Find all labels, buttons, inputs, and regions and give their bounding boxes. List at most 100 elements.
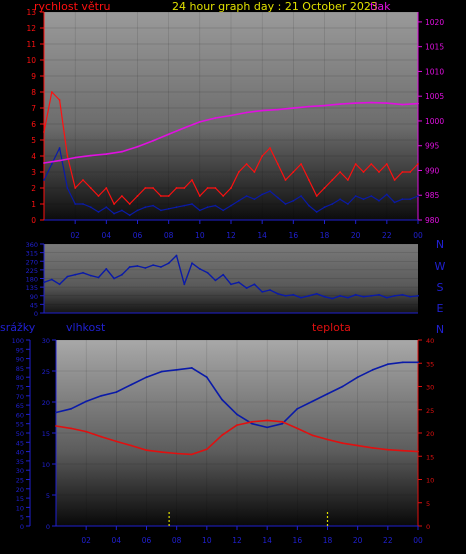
series-wind_avg-point (385, 193, 388, 196)
series-wind_gust-point (105, 187, 108, 189)
series-pressure-point (58, 159, 61, 162)
series-wind_avg-point (261, 193, 264, 196)
series-direction-point (175, 254, 178, 257)
rain-tick-label: 15 (16, 495, 24, 503)
wind-x-tick-label: 10 (195, 231, 205, 240)
series-direction-point (214, 279, 217, 282)
series-direction-point (183, 283, 186, 286)
series-humidity-point (236, 413, 238, 416)
series-direction-point (269, 289, 271, 291)
series-humidity-point (281, 422, 284, 425)
series-wind_gust-point (128, 203, 131, 205)
direction-tick-label: 0 (34, 310, 38, 318)
series-temperature-point (130, 444, 133, 447)
series-wind_gust-point (409, 171, 412, 173)
series-wind_gust-point (261, 155, 264, 157)
series-wind_gust-point (175, 187, 178, 189)
series-temperature-point (236, 424, 238, 426)
wind-tick-label: 7 (31, 104, 36, 113)
series-wind_avg-point (253, 198, 256, 201)
pressure-label: tlak (370, 0, 391, 13)
series-direction-point (253, 283, 256, 286)
series-wind_gust-point (198, 195, 201, 197)
series-temperature-point (266, 419, 269, 422)
series-wind_gust-point (136, 195, 139, 197)
rain-tick-label: 40 (16, 449, 24, 457)
series-wind_gust-point (230, 187, 232, 189)
compass-label: W (435, 260, 446, 273)
compass-label: N (436, 323, 444, 336)
direction-tick-label: 360 (26, 241, 38, 249)
temperature-tick-label: 15 (426, 453, 434, 461)
series-wind_avg-point (167, 207, 170, 210)
series-pressure-point (89, 154, 92, 157)
rain-tick-label: 60 (16, 411, 24, 419)
direction-tick-label: 225 (26, 267, 38, 275)
series-temperature-point (100, 435, 103, 438)
temperature-tick-label: 25 (426, 407, 434, 415)
direction-tick-label: 90 (30, 293, 38, 301)
wind-tick-label: 5 (31, 136, 36, 145)
series-wind_gust-point (183, 187, 186, 189)
series-direction-point (300, 296, 302, 299)
humidity-tick-label: 30 (42, 337, 50, 345)
series-wind_gust-point (214, 187, 217, 189)
rain-tick-label: 30 (16, 467, 24, 475)
series-direction-point (152, 264, 155, 266)
series-pressure-point (230, 114, 232, 117)
series-wind_gust-point (300, 163, 302, 165)
series-wind_avg-point (50, 163, 53, 165)
pressure-tick-label: 980 (425, 216, 440, 225)
temperature-tick-label: 40 (426, 337, 434, 345)
series-direction-point (222, 273, 225, 276)
wind-x-tick-label: 14 (257, 231, 267, 240)
wind-tick-label: 6 (31, 120, 36, 129)
series-direction-point (354, 293, 357, 296)
wind-speed-label: rychlost větru (34, 0, 110, 13)
series-wind_avg-point (300, 195, 302, 197)
series-direction-point (191, 262, 193, 265)
rain-tick-label: 45 (16, 439, 24, 447)
series-humidity-point (386, 363, 389, 366)
series-temperature-point (281, 420, 284, 423)
rain-tick-label: 75 (16, 384, 24, 392)
series-wind_gust-point (152, 187, 155, 189)
series-wind_avg-point (292, 199, 295, 202)
series-wind_gust-point (167, 195, 170, 197)
series-wind_gust-point (323, 187, 326, 189)
direction-tick-label: 180 (26, 276, 38, 284)
series-wind_gust-point (331, 179, 334, 181)
series-temperature-point (145, 449, 148, 452)
series-wind_gust-point (43, 131, 45, 133)
series-pressure-point (198, 121, 201, 123)
series-wind_gust-point (237, 171, 240, 173)
series-wind_gust-point (160, 195, 162, 197)
series-humidity-point (55, 411, 57, 414)
series-wind_avg-point (105, 206, 108, 209)
series-temperature-point (175, 452, 178, 455)
series-wind_gust-point (253, 171, 256, 173)
series-direction-point (308, 294, 310, 297)
wind-x-tick-label: 22 (382, 231, 392, 240)
series-wind_avg-point (191, 203, 193, 205)
series-humidity-point (356, 376, 359, 379)
rain-tick-label: 85 (16, 365, 24, 373)
series-direction-point (237, 281, 240, 284)
wind-x-tick-label: 06 (133, 231, 143, 240)
series-wind_gust-point (292, 171, 295, 173)
humidity-tick-label: 10 (42, 461, 50, 469)
temperature-label: teplota (312, 321, 351, 334)
rain-tick-label: 55 (16, 421, 24, 429)
series-wind_avg-point (144, 206, 147, 209)
series-pressure-point (214, 117, 217, 119)
series-pressure-point (43, 162, 45, 164)
series-direction-point (401, 293, 404, 296)
series-humidity-point (221, 398, 223, 401)
temperature-tick-label: 0 (426, 523, 430, 531)
series-wind_gust-point (401, 171, 404, 173)
series-pressure-point (276, 108, 279, 111)
series-direction-point (261, 291, 264, 293)
series-pressure-point (136, 145, 139, 148)
series-wind_avg-point (128, 214, 131, 217)
